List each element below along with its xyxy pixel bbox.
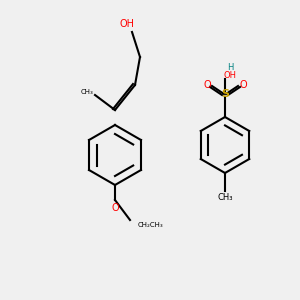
Text: OH: OH [224, 70, 236, 80]
Text: O: O [203, 80, 211, 90]
Text: H: H [227, 62, 233, 71]
Text: CH₃: CH₃ [81, 89, 93, 95]
Text: CH₂CH₃: CH₂CH₃ [138, 222, 164, 228]
Text: S: S [221, 89, 229, 99]
Text: O: O [239, 80, 247, 90]
Text: O: O [111, 203, 119, 213]
Text: OH: OH [119, 19, 134, 29]
Text: CH₃: CH₃ [217, 194, 233, 202]
